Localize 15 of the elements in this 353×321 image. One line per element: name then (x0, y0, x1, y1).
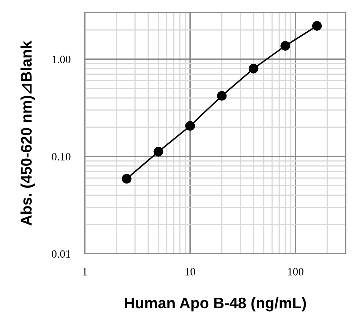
x-tick-label: 1 (83, 268, 88, 276)
point (312, 21, 322, 31)
point (217, 91, 227, 101)
point (154, 147, 164, 157)
point (248, 64, 259, 74)
point (186, 121, 196, 132)
y-tick-label: 0.01 (52, 250, 70, 258)
point (280, 41, 290, 51)
x-axis-title: Human Apo B-48 (ng/mL) (125, 297, 306, 312)
y-axis-title: Abs. (450-620 nm)⊿Blank (20, 40, 35, 226)
x-tick-label: 100 (288, 268, 304, 276)
y-tick-label: 0.10 (52, 153, 71, 161)
y-tick-label: 1.00 (52, 56, 71, 64)
x-tick-label: 10 (186, 268, 196, 276)
point (122, 174, 132, 184)
